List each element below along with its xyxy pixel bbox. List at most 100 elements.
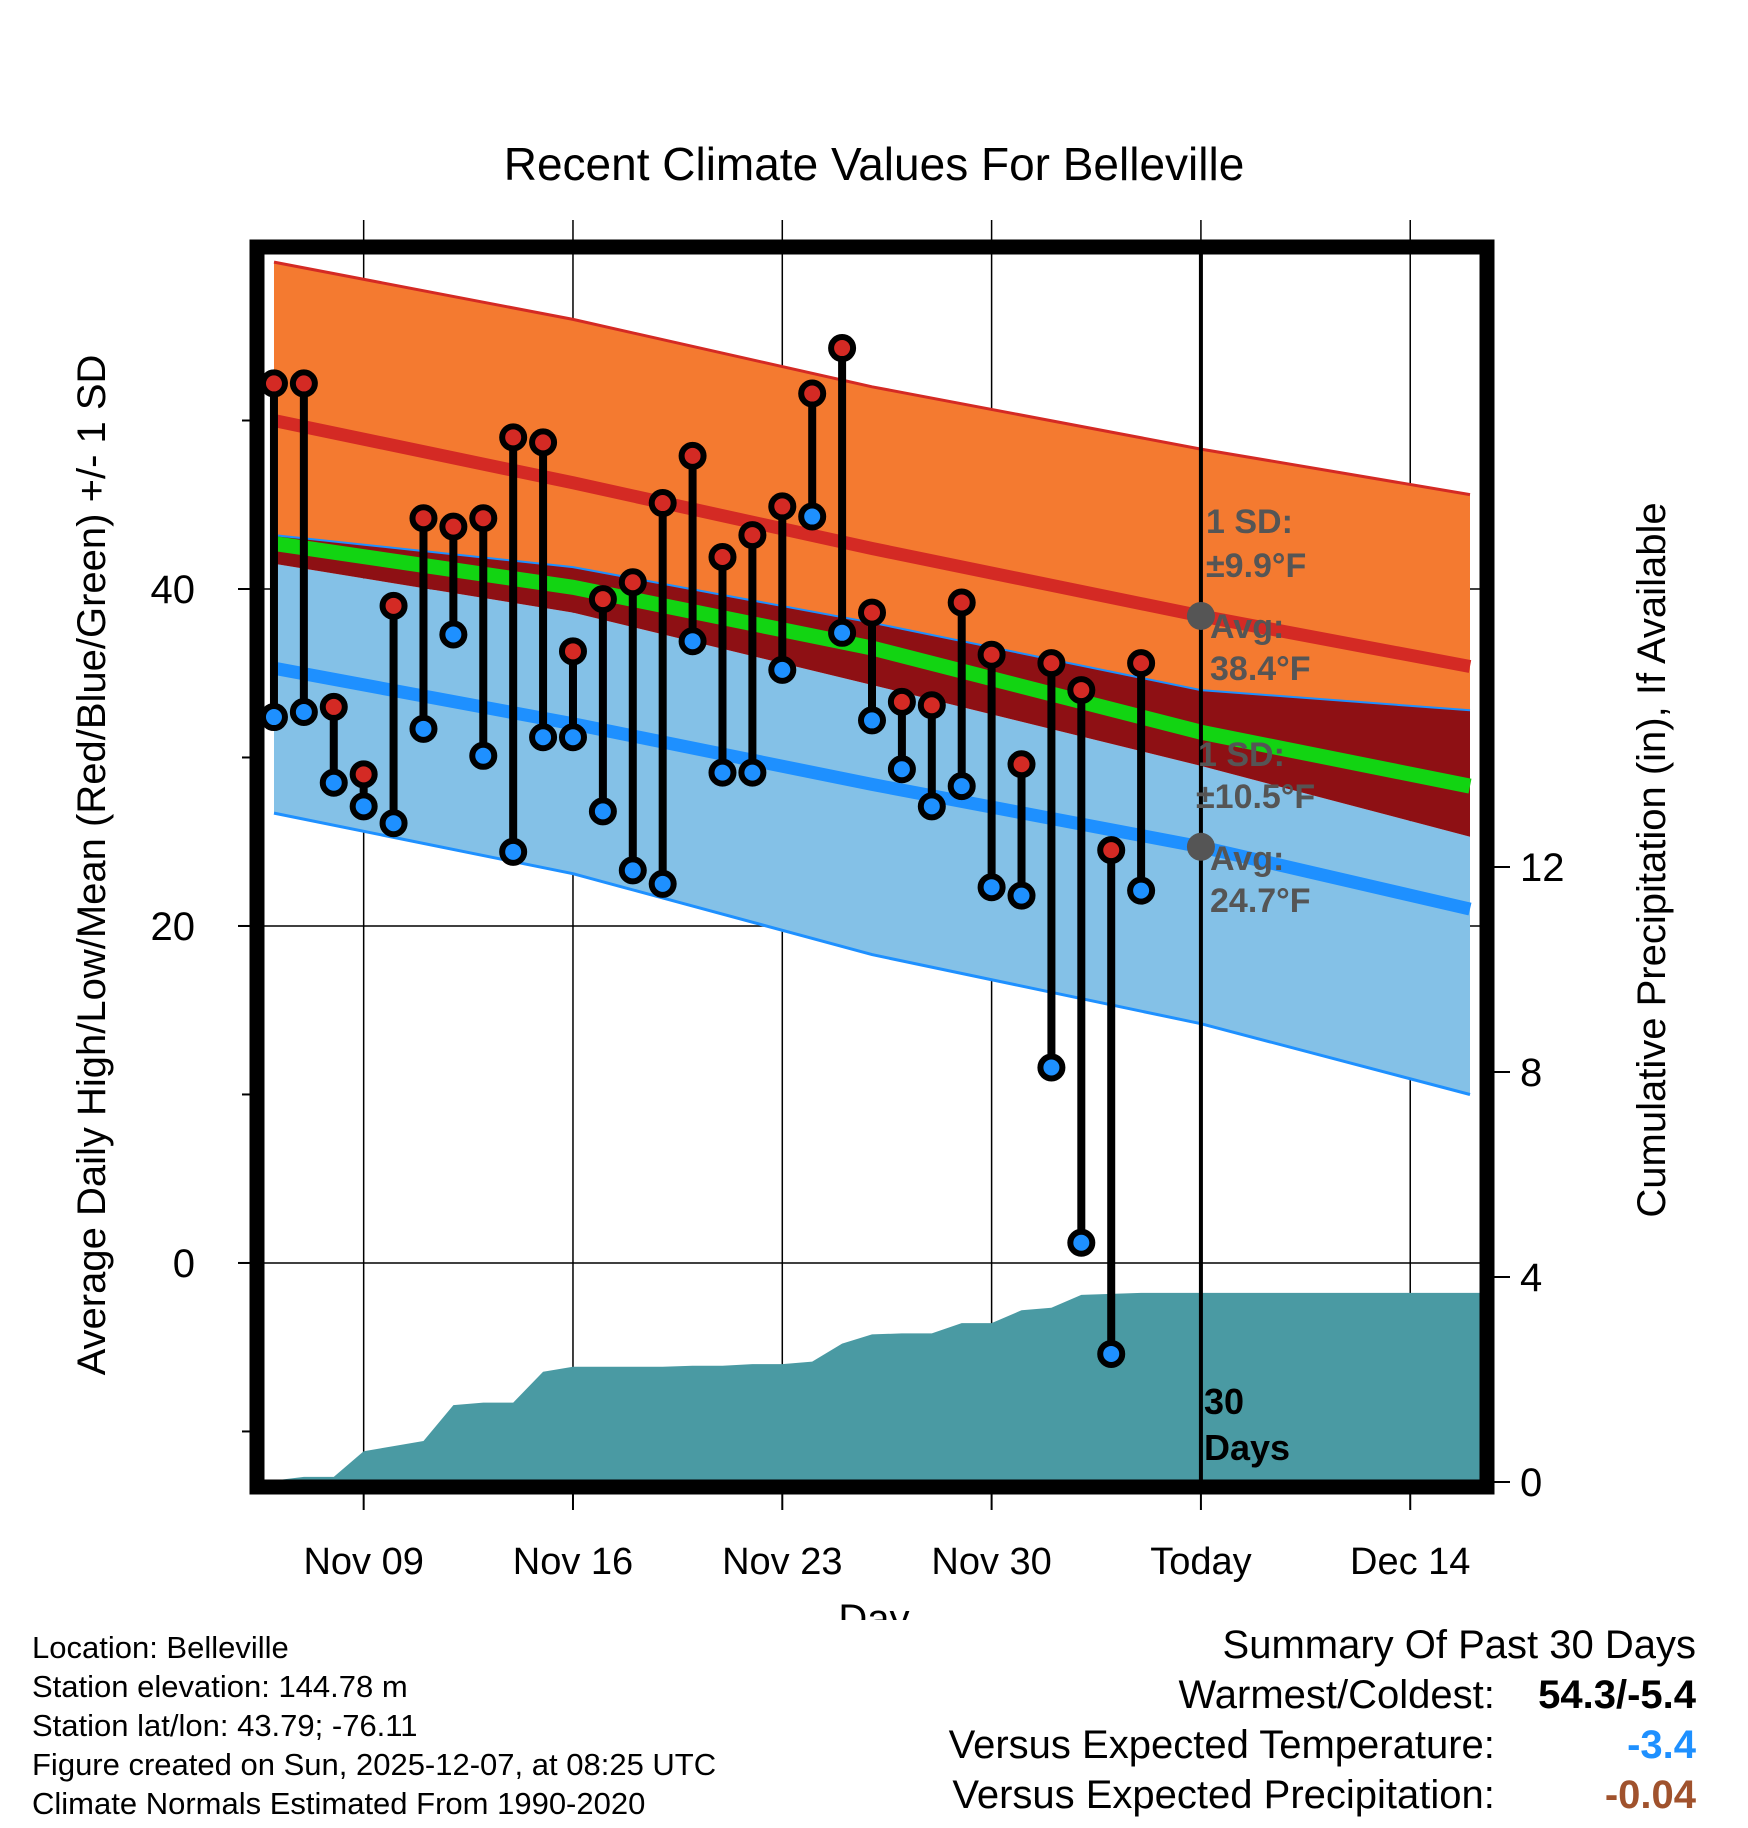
obs-low-point [409,714,438,743]
station-info: Location: Belleville Station elevation: … [32,1628,716,1823]
low-avg-value: 24.7°F [1210,882,1311,920]
overlap-band [274,535,1470,837]
obs-high-point [708,542,737,571]
obs-low-point [439,620,468,649]
obs-high-point [259,369,288,398]
obs-high-point [588,585,617,614]
low-sd-value: ±10.5°F [1196,778,1315,816]
x-axis-label: Day [838,1597,909,1620]
obs-high-point [409,504,438,533]
obs-high-point [798,379,827,408]
obs-high-point [1127,649,1156,678]
y2-tick-label: 12 [1520,846,1565,890]
obs-high-point [558,637,587,666]
annotations-group: 1 SD: ±9.9°F Avg: 38.4°F 1 SD: ±10.5°F A… [1196,503,1315,1468]
obs-high-point [529,428,558,457]
x-tick-label: Today [1150,1541,1251,1583]
y2-tick-label: 4 [1520,1256,1542,1300]
x-tick-label: Nov 30 [931,1541,1051,1583]
obs-low-point [259,703,288,732]
avg-low-marker [1186,832,1215,861]
obs-high-point [768,492,797,521]
obs-low-point [289,697,318,726]
obs-low-point [738,758,767,787]
obs-low-point [618,856,647,885]
created-text: Figure created on Sun, 2025-12-07, at 08… [32,1747,717,1782]
normal-high-line [272,414,1472,673]
obs-high-point [678,441,707,470]
obs-low-point [558,723,587,752]
y2-tick-label: 8 [1520,1051,1542,1095]
elevation-text: Station elevation: 144.78 m [32,1669,408,1704]
high-sd-value: ±9.9°F [1206,547,1306,585]
obs-low-point [708,758,737,787]
obs-high-point [917,691,946,720]
temp-value: -3.4 [1627,1723,1696,1767]
x-tick-label: Nov 09 [303,1541,423,1583]
avg-high-marker [1186,601,1215,630]
obs-high-point [858,598,886,627]
climate-chart: Recent Climate Values For Belleville 1 S… [70,138,1674,1620]
obs-high-point [828,334,857,363]
obs-low-point [977,873,1006,902]
obs-low-point [858,706,886,735]
obs-low-point [1067,1228,1096,1257]
temp-label: Versus Expected Temperature: [948,1723,1495,1767]
obs-high-point [379,591,408,620]
obs-low-point [529,723,558,752]
x-tick-label: Nov 16 [513,1541,633,1583]
latlon-text: Station lat/lon: 43.79; -76.11 [32,1708,418,1743]
obs-high-point [349,760,378,789]
obs-high-point [469,504,498,533]
obs-high-point [439,512,468,541]
high-avg-label: Avg: [1210,608,1284,646]
y-tick-label: 20 [151,905,196,949]
x-tick-label: Dec 14 [1350,1541,1470,1583]
warm-cold-row: Warmest/Coldest: 54.3/-5.4 [949,1670,1697,1720]
obs-high-point [648,489,677,518]
obs-high-point [947,588,976,617]
y-axis-label: Average Daily High/Low/Mean (Red/Blue/Gr… [70,355,114,1376]
low-sd-label: 1 SD: [1198,736,1285,774]
precip-value: -0.04 [1604,1773,1696,1817]
obs-high-point [738,521,767,550]
obs-low-point [798,502,827,531]
obs-low-point [469,741,498,770]
warm-cold-value: 54.3/-5.4 [1538,1673,1696,1717]
obs-low-point [678,627,707,656]
y-tick-label: 40 [151,568,196,612]
high-plus-sd-line [273,260,1471,497]
obs-low-point [1007,881,1036,910]
plot-frame [249,239,1495,1495]
obs-low-point [1097,1339,1126,1368]
precip-label: Versus Expected Precipitation: [952,1773,1495,1817]
obs-high-point [618,568,647,597]
days-label-number: 30 [1204,1381,1244,1422]
cumulative-precip-area [262,1292,1482,1482]
summary-panel: Summary Of Past 30 Days Warmest/Coldest:… [949,1620,1696,1820]
x-tick-label: Nov 23 [722,1541,842,1583]
location-text: Location: Belleville [32,1630,289,1665]
y2-axis-label: Cumulative Precipitation (in), If Availa… [1630,502,1674,1217]
low-avg-label: Avg: [1210,840,1284,878]
obs-high-point [977,640,1006,669]
precip-row: Versus Expected Precipitation: -0.04 [949,1770,1696,1820]
obs-low-point [828,618,857,647]
obs-high-point [499,423,528,452]
temp-row: Versus Expected Temperature: -3.4 [949,1720,1696,1770]
obs-low-point [1127,876,1156,905]
obs-low-point [887,755,916,784]
obs-high-point [1067,676,1096,705]
chart-title: Recent Climate Values For Belleville [504,138,1245,190]
y2-tick-label: 0 [1520,1461,1542,1505]
obs-low-point [917,792,946,821]
obs-low-point [648,869,677,898]
obs-low-point [1037,1053,1066,1082]
warm-cold-label: Warmest/Coldest: [1178,1673,1495,1717]
obs-high-point [289,369,318,398]
observations-group [259,252,1215,1482]
obs-low-point [319,768,348,797]
obs-high-point [1097,836,1126,865]
normals-text: Climate Normals Estimated From 1990-2020 [32,1786,646,1821]
days-label-word: Days [1204,1427,1290,1468]
